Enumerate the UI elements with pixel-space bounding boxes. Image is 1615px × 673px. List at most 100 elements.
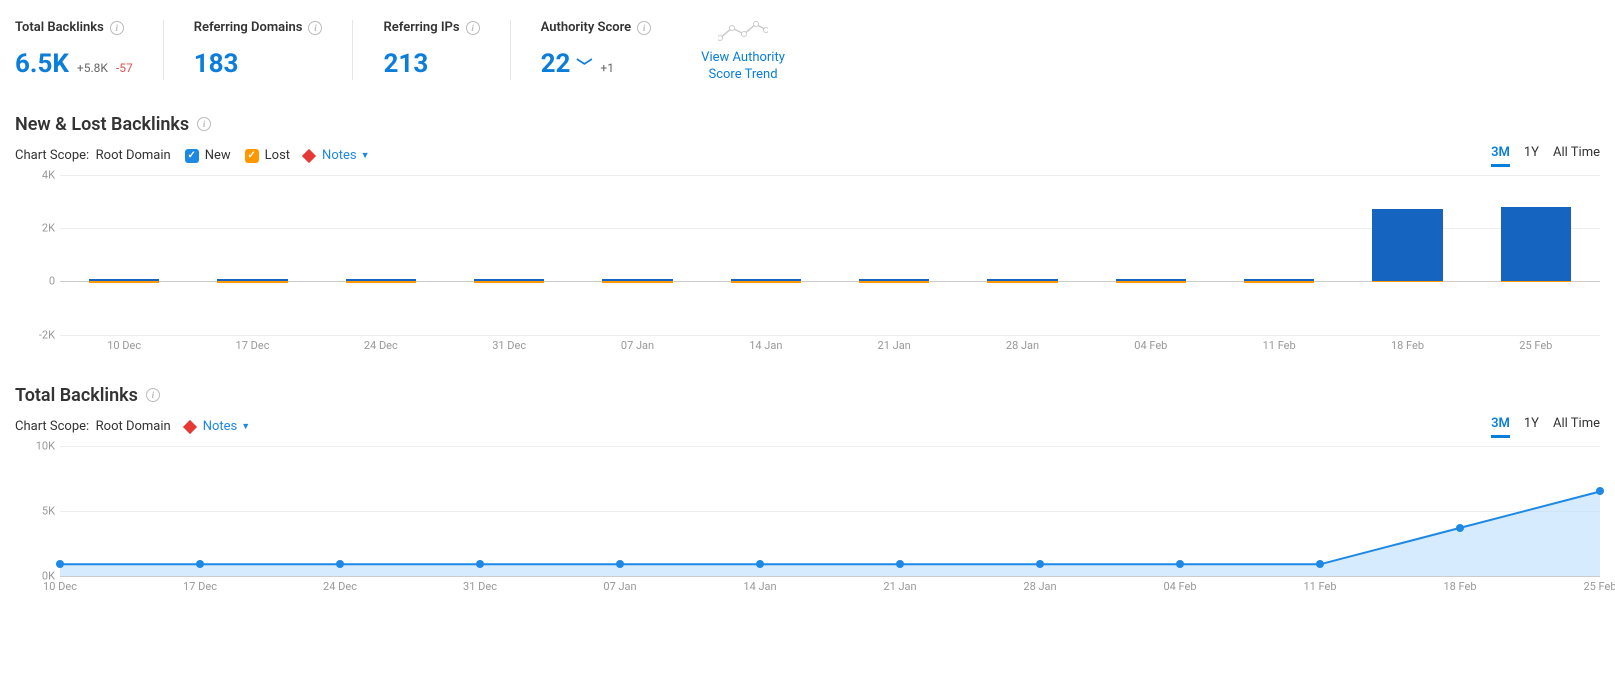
x-tick-label: 18 Feb (1443, 580, 1476, 593)
x-tick-label: 24 Dec (364, 339, 398, 352)
y-tick-label: 2K (15, 222, 55, 235)
x-tick-label: 21 Jan (883, 580, 916, 593)
caret-down-icon: ▼ (361, 150, 370, 161)
metric-authority-score: Authority Score i 22 ﹀ +1 (511, 20, 682, 79)
x-tick-label: 17 Dec (236, 339, 270, 352)
bar-lost[interactable] (602, 281, 673, 282)
y-tick-label: -2K (15, 328, 55, 341)
notes-label: Notes (203, 419, 238, 434)
y-tick-label: 0 (15, 275, 55, 288)
time-tab-3m[interactable]: 3M (1491, 416, 1510, 438)
info-icon[interactable]: i (110, 21, 124, 35)
time-tab-all-time[interactable]: All Time (1553, 145, 1600, 167)
bar-lost[interactable] (987, 281, 1058, 282)
time-tab-all-time[interactable]: All Time (1553, 416, 1600, 438)
info-icon[interactable]: i (146, 388, 160, 402)
legend-new-checkbox[interactable]: ✓ New (185, 148, 231, 163)
section-title-total-backlinks: Total Backlinks i (15, 385, 1600, 406)
line-point[interactable] (1456, 524, 1464, 532)
bar-lost[interactable] (1244, 281, 1315, 282)
info-icon[interactable]: i (637, 21, 651, 35)
chart-controls-2: Chart Scope: Root Domain Notes ▼ 3M 1Y All… (15, 416, 1600, 438)
info-icon[interactable]: i (197, 117, 211, 131)
x-tick-label: 07 Jan (603, 580, 636, 593)
bar-lost[interactable] (1116, 281, 1187, 282)
metric-label: Referring Domains (194, 20, 303, 35)
x-tick-label: 28 Jan (1023, 580, 1056, 593)
x-tick-label: 14 Jan (743, 580, 776, 593)
bar-lost[interactable] (859, 281, 930, 282)
checkbox-checked-icon: ✓ (245, 149, 259, 163)
section-title-text: Total Backlinks (15, 385, 138, 406)
metric-label: Authority Score (541, 20, 632, 35)
view-authority-trend-link[interactable]: View AuthorityScore Trend (701, 50, 785, 84)
x-tick-label: 10 Dec (107, 339, 141, 352)
total-backlinks-chart: 0K5K10K10 Dec17 Dec24 Dec31 Dec07 Jan14 … (15, 446, 1600, 598)
x-tick-label: 31 Dec (492, 339, 526, 352)
chart-controls-1: Chart Scope: Root Domain ✓ New ✓Lost Note… (15, 145, 1600, 167)
chart-scope-label: Chart Scope: Root Domain (15, 148, 171, 163)
x-tick-label: 11 Feb (1263, 339, 1296, 352)
section-title-new-lost: New & Lost Backlinks i (15, 114, 1600, 135)
legend-lost-checkbox[interactable]: ✓Lost (245, 148, 290, 163)
y-tick-label: 5K (15, 504, 55, 517)
metric-label: Referring IPs (383, 20, 459, 35)
x-tick-label: 28 Jan (1006, 339, 1039, 352)
x-tick-label: 17 Dec (183, 580, 217, 593)
time-range-tabs-2: 3M 1Y All Time (1491, 416, 1600, 438)
metric-delta-negative: -57 (116, 61, 133, 75)
caret-down-icon: ▼ (241, 421, 250, 432)
new-lost-chart: -2K02K4K10 Dec17 Dec24 Dec31 Dec07 Jan14… (15, 175, 1600, 357)
metric-referring-ips: Referring IPs i 213 (353, 20, 509, 79)
x-tick-label: 24 Dec (323, 580, 357, 593)
info-icon[interactable]: i (466, 21, 480, 35)
notes-dropdown[interactable]: Notes ▼ (185, 419, 250, 434)
checkbox-checked-icon: ✓ (185, 149, 199, 163)
notes-label: Notes (322, 148, 357, 163)
x-tick-label: 25 Feb (1583, 580, 1615, 593)
x-tick-label: 04 Feb (1163, 580, 1196, 593)
y-tick-label: 4K (15, 168, 55, 181)
time-range-tabs-1: 3M 1Y All Time (1491, 145, 1600, 167)
metric-referring-domains: Referring Domains i 183 (164, 20, 353, 79)
diamond-icon (183, 420, 197, 434)
chart-scope-label: Chart Scope: Root Domain (15, 419, 171, 434)
line-point[interactable] (1596, 487, 1604, 495)
metric-label: Total Backlinks (15, 20, 104, 35)
bar-lost[interactable] (731, 281, 802, 282)
metric-value[interactable]: 6.5K (15, 49, 69, 79)
diamond-icon (302, 149, 316, 163)
bar-lost[interactable] (217, 281, 288, 282)
legend-label: New (205, 148, 231, 163)
authority-trend-block: View AuthorityScore Trend (681, 20, 805, 84)
x-tick-label: 07 Jan (621, 339, 654, 352)
chevron-down-icon: ﹀ (572, 57, 592, 76)
bar-lost[interactable] (346, 281, 417, 282)
metric-value[interactable]: 183 (194, 49, 239, 79)
bar-lost[interactable] (1501, 281, 1572, 282)
trend-sparkline-icon (701, 20, 785, 46)
time-tab-3m[interactable]: 3M (1491, 145, 1510, 167)
x-tick-label: 04 Feb (1134, 339, 1167, 352)
notes-dropdown[interactable]: Notes ▼ (304, 148, 369, 163)
metric-delta-positive: +1 (600, 61, 614, 75)
x-tick-label: 25 Feb (1519, 339, 1552, 352)
x-tick-label: 11 Feb (1303, 580, 1336, 593)
authority-score-dropdown[interactable]: 22 ﹀ (541, 49, 593, 79)
x-tick-label: 10 Dec (43, 580, 77, 593)
x-tick-label: 21 Jan (878, 339, 911, 352)
y-tick-label: 10K (15, 439, 55, 452)
section-title-text: New & Lost Backlinks (15, 114, 189, 135)
time-tab-1y[interactable]: 1Y (1524, 145, 1539, 167)
x-tick-label: 18 Feb (1391, 339, 1424, 352)
info-icon[interactable]: i (308, 21, 322, 35)
bar-lost[interactable] (1372, 281, 1443, 282)
metrics-row: Total Backlinks i 6.5K +5.8K -57 Referri… (15, 10, 1600, 104)
bar-new[interactable] (1372, 209, 1443, 281)
x-tick-label: 14 Jan (749, 339, 782, 352)
metric-value[interactable]: 213 (383, 49, 428, 79)
bar-lost[interactable] (474, 281, 545, 282)
bar-new[interactable] (1501, 207, 1572, 282)
bar-lost[interactable] (89, 281, 160, 282)
time-tab-1y[interactable]: 1Y (1524, 416, 1539, 438)
